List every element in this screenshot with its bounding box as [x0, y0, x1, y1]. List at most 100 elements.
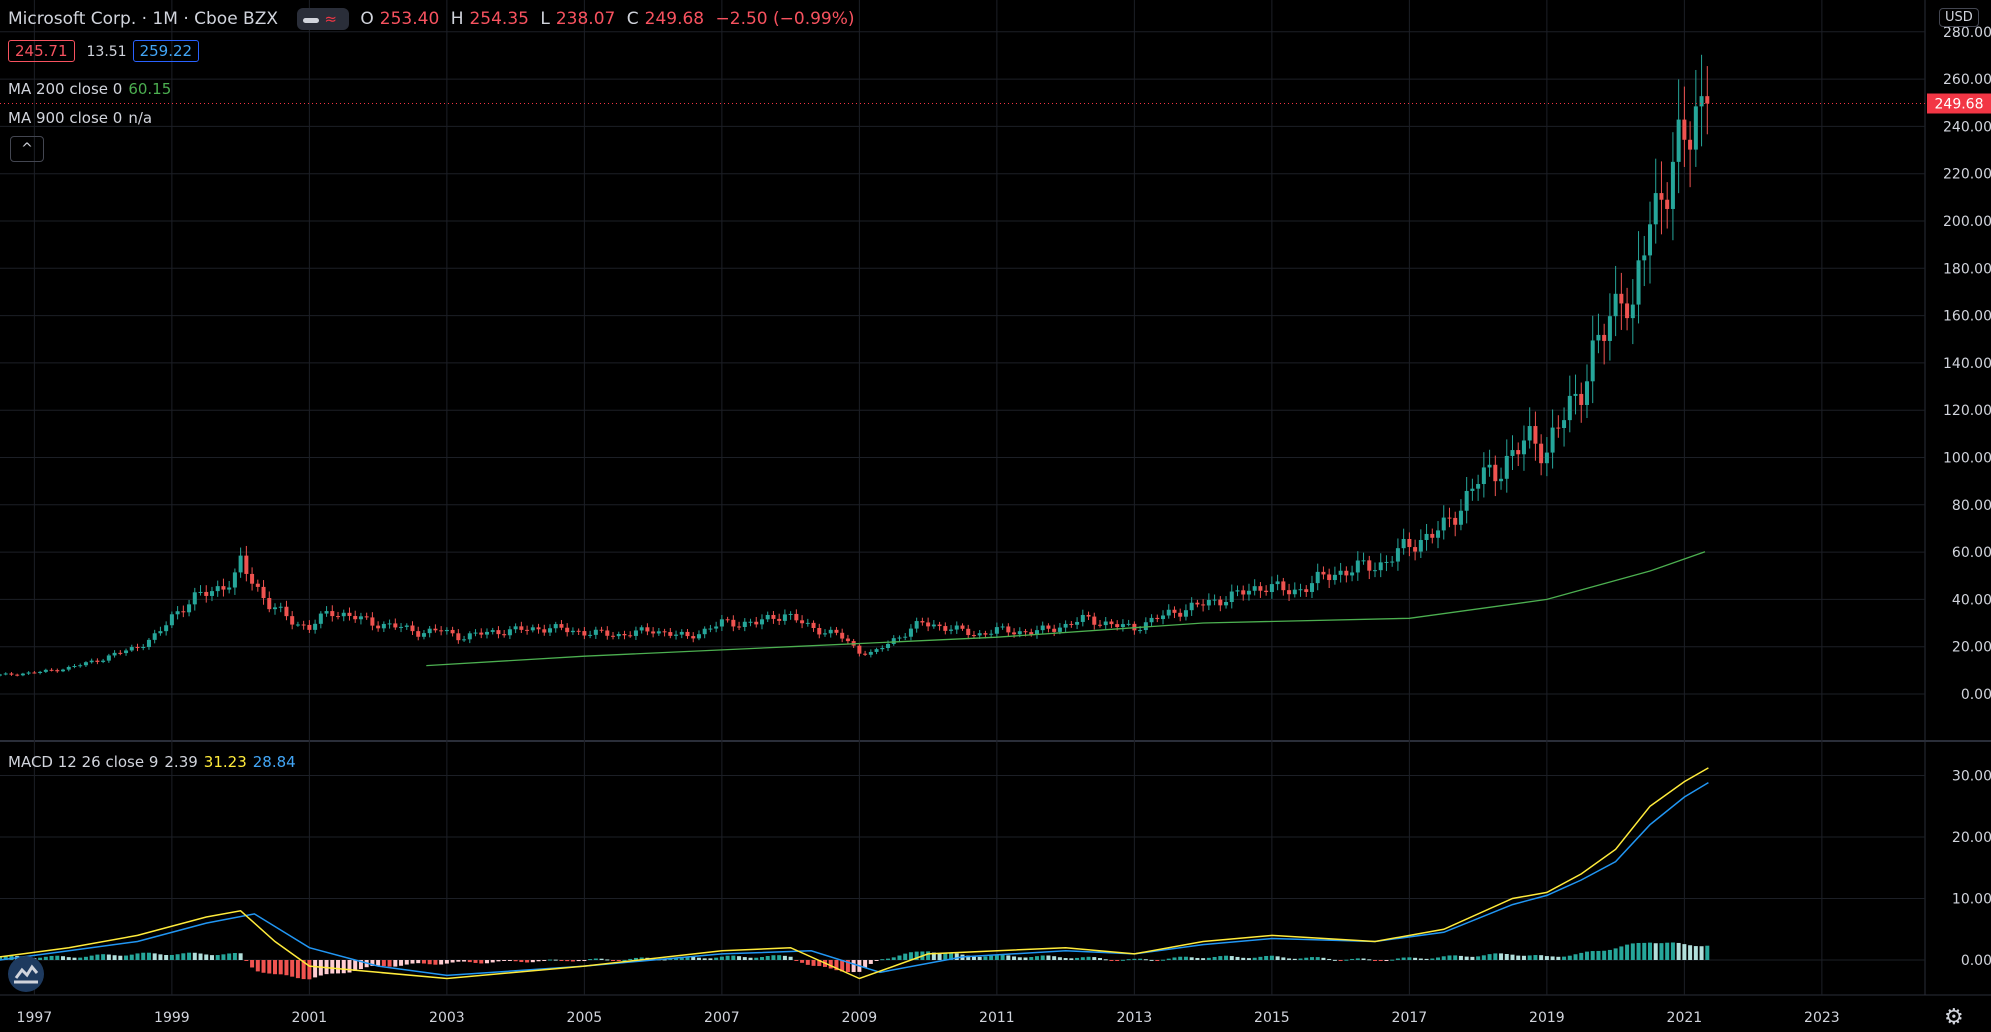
macd-bar — [1447, 955, 1452, 960]
macd-bar — [525, 960, 530, 963]
candle-body — [1012, 632, 1017, 635]
ma900-legend[interactable]: MA 900 close 0 n/a — [8, 109, 158, 127]
macd-bar — [399, 960, 404, 966]
macd-legend[interactable]: MACD 12 26 close 9 2.39 31.23 28.84 — [8, 753, 302, 771]
candle-body — [1596, 334, 1601, 341]
macd-bar — [1642, 942, 1647, 960]
candle-body — [135, 647, 140, 649]
candle-body — [43, 669, 48, 672]
candle-body — [129, 647, 134, 651]
candle-body — [1407, 538, 1412, 548]
candle-body — [1080, 614, 1085, 622]
macd-axis-label: 30.00 — [1952, 769, 1991, 785]
candle-body — [868, 651, 873, 655]
candle-body — [78, 665, 83, 667]
macd-bar — [1218, 956, 1223, 960]
price-axis-label: 100.00 — [1943, 451, 1991, 467]
macd-bar — [118, 955, 123, 960]
tradingview-logo-icon[interactable] — [8, 956, 44, 992]
candle-body — [9, 673, 14, 675]
macd-signal-value: 28.84 — [252, 753, 296, 771]
macd-bar — [1378, 960, 1383, 961]
ma200-line[interactable] — [426, 551, 1706, 667]
macd-bar — [1516, 955, 1521, 960]
candle-body — [977, 633, 982, 636]
macd-bar — [43, 956, 48, 960]
macd-bar — [599, 958, 604, 960]
time-axis-label: 2007 — [704, 1010, 740, 1026]
price-axis-label: 140.00 — [1943, 356, 1991, 372]
macd-bar — [244, 960, 249, 961]
macd-bar — [467, 960, 472, 963]
candle-body — [1705, 96, 1710, 104]
price-axis-label: 240.00 — [1943, 119, 1991, 135]
candle-body — [473, 632, 478, 634]
collapse-legend-button[interactable]: ^ — [10, 136, 44, 162]
candle-series[interactable] — [0, 54, 1710, 677]
macd-bar — [1539, 955, 1544, 960]
macd-bar — [983, 956, 988, 960]
candle-body — [1464, 490, 1469, 511]
symbol-title[interactable]: Microsoft Corp. · 1M · Cboe BZX — [8, 9, 279, 29]
macd-bar — [696, 957, 701, 960]
candle-body — [702, 628, 707, 635]
candle-body — [1321, 571, 1326, 575]
candle-body — [272, 607, 278, 610]
macd-bar — [1103, 959, 1108, 961]
candle-body — [467, 633, 472, 640]
candle-body — [1647, 224, 1653, 256]
macd-bar — [255, 960, 260, 972]
gear-icon[interactable]: ⚙ — [1944, 1005, 1964, 1030]
candle-body — [341, 612, 346, 617]
macd-bar — [1596, 950, 1601, 960]
macd-bar — [1607, 949, 1612, 960]
macd-bar — [1206, 957, 1211, 960]
macd-bar — [307, 960, 312, 980]
time-axis-label: 2023 — [1804, 1010, 1840, 1026]
candle-body — [1304, 589, 1309, 592]
ma200-legend[interactable]: MA 200 close 0 60.15 — [8, 80, 177, 98]
candle-body — [633, 630, 638, 636]
candle-body — [1338, 570, 1343, 575]
price-axis-label: 260.00 — [1943, 72, 1991, 88]
candle-body — [1424, 533, 1429, 540]
macd-bar — [691, 956, 696, 960]
candle-body — [1573, 393, 1578, 396]
candle-body — [1000, 626, 1005, 628]
compare-toggle[interactable]: ≈ — [297, 8, 349, 30]
ask-button[interactable]: 259.22 — [132, 40, 200, 62]
candle-body — [416, 631, 421, 637]
price-axis-label: 200.00 — [1943, 214, 1991, 230]
macd-line[interactable] — [0, 767, 1709, 980]
bid-button[interactable]: 245.71 — [8, 40, 75, 62]
candle-body — [1447, 517, 1452, 519]
pill-icon — [303, 18, 320, 23]
macd-bar — [1544, 956, 1549, 960]
candle-body — [1539, 443, 1544, 464]
macd-bar — [404, 960, 409, 965]
macd-bar — [633, 957, 638, 960]
macd-bar — [800, 960, 805, 963]
candle-body — [1619, 293, 1624, 304]
macd-bar — [1355, 958, 1360, 960]
macd-bar — [754, 957, 759, 960]
candle-body — [1017, 631, 1022, 635]
macd-bar — [1493, 953, 1498, 960]
macd-bar — [903, 953, 908, 960]
macd-bar — [1069, 958, 1074, 960]
macd-bar — [559, 960, 564, 961]
candle-body — [874, 649, 879, 652]
macd-bar — [66, 957, 71, 960]
macd-bar — [1183, 956, 1188, 960]
macd-bar — [341, 960, 346, 974]
macd-histogram[interactable] — [0, 942, 1710, 980]
candle-body — [124, 650, 129, 654]
candle-body — [399, 626, 404, 628]
candle-body — [765, 614, 770, 620]
currency-button[interactable]: USD — [1939, 8, 1979, 27]
macd-bar — [358, 960, 363, 970]
candle-body — [719, 619, 724, 627]
signal-line[interactable] — [0, 781, 1709, 977]
ma200-name: MA 200 close 0 — [8, 80, 123, 98]
